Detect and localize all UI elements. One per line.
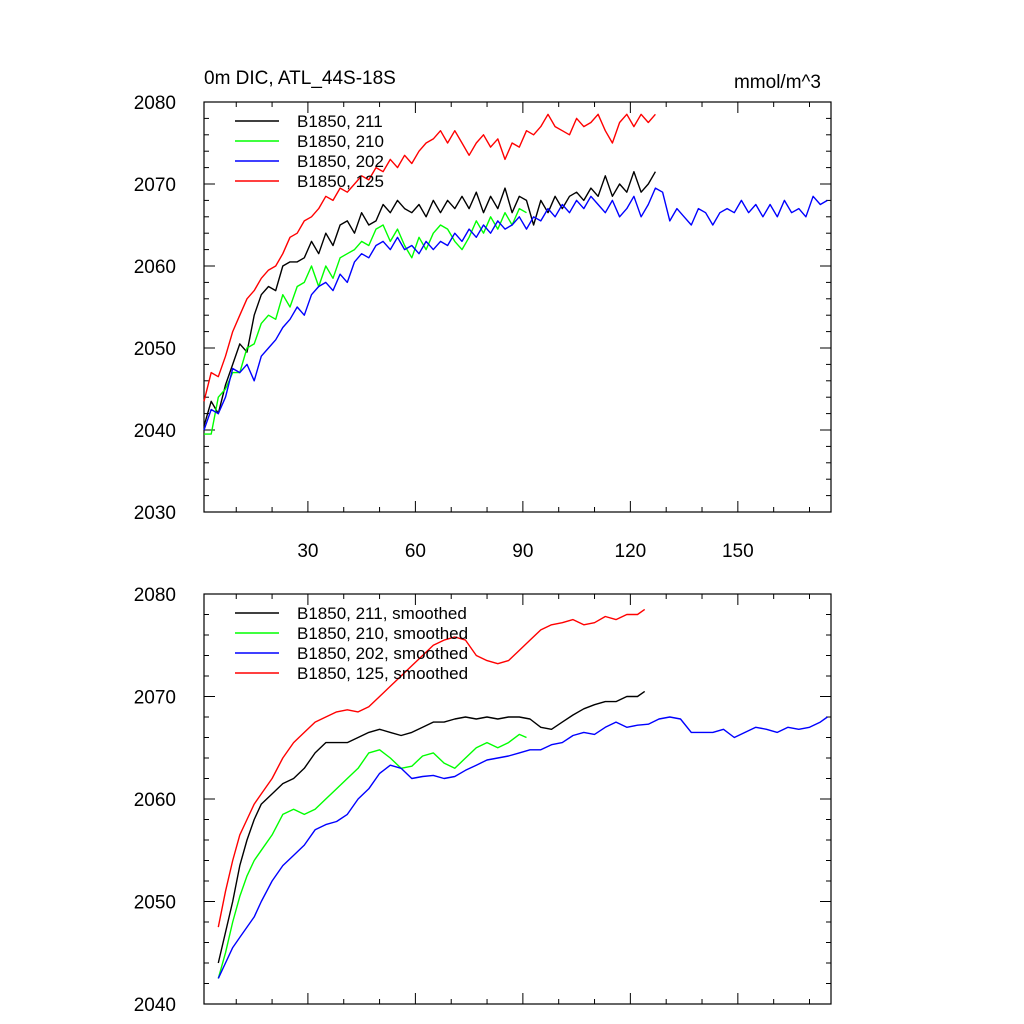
legend-label: B1850, 202, smoothed xyxy=(297,644,468,663)
plot-frame xyxy=(203,101,832,513)
legend-label: B1850, 125, smoothed xyxy=(297,664,468,683)
legend-label: B1850, 211 xyxy=(297,112,383,131)
series-line-2 xyxy=(203,187,828,431)
bottom-panel: 2040 2050 2060 2070 2080 B1850, 211, smoothed… xyxy=(134,585,832,1016)
units-label: mmol/m^3 xyxy=(734,72,821,93)
y-tick-label: 2050 xyxy=(134,893,176,914)
x-tick-label: 60 xyxy=(405,541,426,562)
x-tick-label: 150 xyxy=(722,541,754,562)
y-tick-label: 2080 xyxy=(134,585,176,606)
y-tick-label: 2050 xyxy=(134,339,176,360)
chart-title: 0m DIC, ATL_44S-18S xyxy=(204,68,396,89)
series-line-2 xyxy=(217,716,828,979)
series-line-3 xyxy=(203,113,656,402)
series-line-0 xyxy=(203,170,657,427)
y-tick-label: 2040 xyxy=(134,995,176,1016)
series-line-1 xyxy=(217,733,527,979)
legend-label: B1850, 210, smoothed xyxy=(297,624,468,643)
x-tick-label: 90 xyxy=(512,541,533,562)
series-line-3 xyxy=(217,608,646,928)
legend-label: B1850, 125 xyxy=(297,172,384,191)
y-tick-label: 2070 xyxy=(134,688,176,709)
y-tick-label: 2060 xyxy=(134,257,176,278)
y-tick-label: 2040 xyxy=(134,421,176,442)
y-tick-label: 2070 xyxy=(134,175,176,196)
top-panel: 30 60 90 120 150 2030 2040 2050 2060 2070 2080 0m D… xyxy=(134,68,832,562)
x-tick-label: 30 xyxy=(297,541,318,562)
y-tick-label: 2030 xyxy=(134,503,176,524)
legend-label: B1850, 210 xyxy=(297,132,384,151)
series-line-1 xyxy=(204,207,527,435)
legend-label: B1850, 202 xyxy=(297,152,384,171)
series-line-0 xyxy=(217,690,646,964)
y-tick-label: 2080 xyxy=(134,93,176,114)
y-tick-label: 2060 xyxy=(134,790,176,811)
legend-label: B1850, 211, smoothed xyxy=(297,604,467,623)
x-tick-label: 120 xyxy=(615,541,647,562)
